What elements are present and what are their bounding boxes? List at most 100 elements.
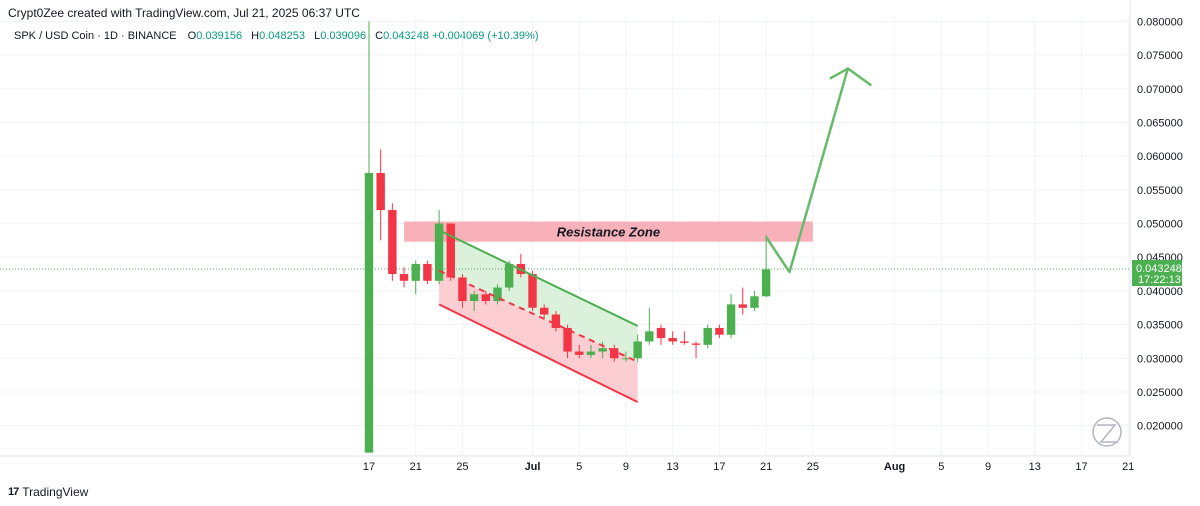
candle-body <box>668 338 677 342</box>
candle <box>423 260 432 285</box>
date-tick-label: Jul <box>525 461 541 473</box>
candle <box>364 21 374 453</box>
candles <box>364 21 771 453</box>
candle <box>528 270 537 312</box>
resistance-zone-label: Resistance Zone <box>557 225 660 240</box>
channel-lower-fill <box>439 270 638 403</box>
price-tick-label: 0.060000 <box>1137 151 1183 163</box>
candle-body <box>563 327 572 352</box>
date-tick-label: 21 <box>410 461 422 473</box>
date-tick-label: 17 <box>1075 461 1087 473</box>
candle-body <box>586 351 596 355</box>
channel-upper-line <box>438 229 639 327</box>
date-tick-label: 9 <box>985 461 991 473</box>
candle-body <box>680 341 689 343</box>
date-tick-label: Aug <box>884 461 905 473</box>
price-axis[interactable]: 0.080000 0.075000 0.070000 0.065000 0.060000… <box>1129 0 1183 456</box>
date-tick-label: 25 <box>807 461 819 473</box>
candle <box>621 351 631 362</box>
price-tick-label: 0.050000 <box>1137 219 1183 231</box>
annotations-back <box>0 221 1130 403</box>
candle <box>598 341 607 359</box>
tradingview-logo-icon: 17 <box>8 486 19 498</box>
date-tick-label: 21 <box>760 461 772 473</box>
candle <box>388 203 397 281</box>
date-tick-label: 21 <box>1122 461 1134 473</box>
date-tick-label: 9 <box>623 461 629 473</box>
countdown-value: 17:22:13 <box>1138 274 1181 286</box>
channel-upper-fill <box>439 230 638 362</box>
date-tick-label: 17 <box>713 461 725 473</box>
candle-body <box>423 263 432 281</box>
date-tick-label: 5 <box>938 461 944 473</box>
price-tick-label: 0.020000 <box>1137 421 1183 433</box>
candle-body <box>715 327 724 335</box>
grid-lines <box>0 18 1130 456</box>
candle <box>563 324 572 359</box>
channel-mid-dashed-line <box>438 269 639 363</box>
price-tick-label: 0.070000 <box>1137 84 1183 96</box>
candle-body <box>703 327 712 345</box>
time-axis[interactable]: 17 21 25 Jul 5 9 13 17 21 25 Aug 5 9 13 17 21 <box>0 455 1134 473</box>
close-label: C <box>375 30 384 42</box>
low-value: 0.039096 <box>320 30 367 42</box>
tradingview-name: TradingView <box>22 485 89 499</box>
candle <box>750 290 759 312</box>
candle-body <box>691 343 701 345</box>
price-tick-label: 0.025000 <box>1137 387 1183 399</box>
candle <box>551 311 561 332</box>
candle <box>761 234 771 297</box>
candle-body <box>621 358 631 360</box>
candle <box>539 304 549 318</box>
candle-body <box>399 274 409 281</box>
candle <box>715 324 724 339</box>
candle <box>376 149 385 241</box>
price-tick-label: 0.030000 <box>1137 353 1183 365</box>
candle-body <box>504 263 514 288</box>
candle <box>434 210 444 285</box>
candle-body <box>726 304 736 335</box>
channel-lower-line <box>438 303 639 403</box>
candle-body <box>376 172 385 211</box>
candle <box>575 344 584 359</box>
candle <box>446 223 455 281</box>
high-value: 0.048253 <box>259 30 306 42</box>
price-tick-label: 0.035000 <box>1137 320 1183 332</box>
annotations-front: Resistance Zone <box>438 67 872 403</box>
candle-body <box>446 223 455 278</box>
candle <box>458 274 467 308</box>
candle <box>469 290 479 312</box>
candle-body <box>434 223 444 281</box>
tradingview-brand[interactable]: 17 TradingView <box>8 485 88 499</box>
candle <box>586 344 596 359</box>
candle <box>481 290 491 305</box>
price-tick-label: 0.040000 <box>1137 286 1183 298</box>
candle <box>399 267 409 288</box>
candle <box>633 334 642 362</box>
candle-body <box>458 277 467 302</box>
open-label: O <box>187 30 197 42</box>
symbol-name: SPK / USD Coin · 1D · BINANCE <box>14 30 177 42</box>
date-tick-label: 13 <box>667 461 679 473</box>
price-tick-label: 0.075000 <box>1137 50 1183 62</box>
candle-body <box>469 294 479 302</box>
candle <box>656 324 666 345</box>
candle-body <box>738 304 747 308</box>
candle-body <box>645 331 654 342</box>
candle-body <box>761 269 771 297</box>
candle-body <box>551 314 561 328</box>
candle <box>610 344 619 362</box>
candle <box>680 331 689 345</box>
projection-arrow-head <box>829 67 872 87</box>
resistance-zone <box>404 221 813 242</box>
projection-path <box>765 68 850 274</box>
close-value: 0.043248 <box>383 30 429 42</box>
candle-body <box>411 263 420 281</box>
candle-body <box>610 348 619 359</box>
candle-body <box>656 327 666 339</box>
candle-body <box>528 274 537 308</box>
candle-body <box>598 348 607 352</box>
chart-credit: Crypt0Zee created with TradingView.com, … <box>8 6 360 20</box>
symbol-legend: SPK / USD Coin · 1D · BINANCE O0.039156 … <box>14 30 538 42</box>
